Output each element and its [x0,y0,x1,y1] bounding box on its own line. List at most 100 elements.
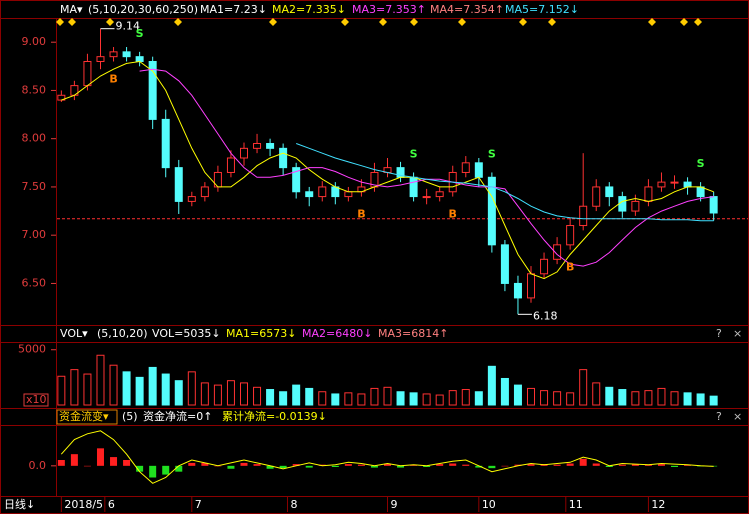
event-marker [519,18,527,26]
flow-bar [644,464,652,466]
flow-bar [136,465,144,472]
volume-bar [709,395,718,406]
candle-body [266,143,275,149]
signal-label: S [136,27,144,40]
event-marker [68,18,76,26]
ma-line [296,143,714,222]
y-tick-label: 7.00 [22,228,47,241]
volume-bar [109,364,118,406]
flow-bar [253,464,261,466]
flow-bar [475,465,483,468]
volume-bar [135,376,144,406]
flow-bar [279,465,287,469]
volume-bar [540,390,549,406]
flow-bar [96,448,104,466]
event-marker [269,18,277,26]
flow-title-box[interactable] [56,409,118,425]
volume-bar [305,387,314,406]
candle-body [683,181,692,188]
y-tick-label: 5000 [18,343,46,356]
indicator-label: MA2=7.335↓ [272,3,346,16]
flow-bar [227,465,235,469]
flow-bar [162,465,170,475]
flow-bar [488,465,496,469]
y-tick-label: 9.00 [22,35,47,48]
candle-body [135,56,144,62]
flow-bar [70,454,78,466]
indicator-label: MA5=7.152↓ [505,3,579,16]
flow-bar [579,458,587,466]
volume-bar [344,392,353,406]
flow-line [60,430,714,484]
x-tick-label: 9 [391,498,398,511]
flow-bar [175,465,183,472]
volume-bar [370,387,379,406]
indicator-label: MA1=7.23↓ [200,3,267,16]
signal-label: B [109,72,117,85]
flow-bar [57,460,65,466]
vol-params: (5,10,20) [97,327,148,340]
candle-body [279,147,288,169]
candle-body [83,60,92,87]
candle-body [644,186,653,202]
y-tick-label: 8.00 [22,132,47,145]
volume-bar [200,382,209,406]
event-marker [174,18,182,26]
help-icon[interactable]: ? [716,410,722,423]
candle-body [474,162,483,178]
candle-body [709,196,718,214]
candle-body [122,51,131,58]
candle-body [174,167,183,202]
candle-body [540,258,549,275]
event-marker [648,18,656,26]
signal-label: S [697,157,705,170]
event-marker [341,18,349,26]
candle-body [592,186,601,207]
signal-label: B [449,208,457,221]
flow-bar [318,464,326,466]
signal-label: S [488,147,496,160]
volume-bar [527,387,536,406]
flow-bar [423,465,431,467]
volume-bar [174,380,183,406]
close-icon[interactable]: × [733,327,742,340]
volume-bar [657,387,666,406]
volume-bar [57,375,66,406]
x-tick-label: 2018/5 [64,498,103,511]
candle-body [148,60,157,120]
flow-title[interactable]: 资金流变▾ [59,409,109,423]
volume-bar [461,389,470,406]
flow-bar [149,465,157,478]
candle-body [409,176,418,198]
help-icon[interactable]: ? [716,327,722,340]
flow-bar [357,464,365,466]
event-marker [56,18,64,26]
event-marker [694,18,702,26]
candle-body [305,191,314,198]
flow-bar [605,465,613,467]
indicator-label: MA3=6814↑ [378,327,448,340]
flow-bar [514,464,522,466]
event-marker [548,18,556,26]
flow-bar [410,464,418,466]
candle-body [253,143,262,149]
volume-bar [618,389,627,406]
flow-bar [331,465,339,467]
candle-body [461,162,470,173]
volume-bar [383,386,392,406]
period-label[interactable]: 日线↓ [4,497,35,511]
candle-body [696,186,705,198]
flow-bar [397,465,405,468]
volume-bar [448,390,457,406]
candle-body [292,167,301,193]
close-icon[interactable]: × [733,410,742,423]
flow-bar [305,465,313,468]
candle-body [200,186,209,198]
volume-bar [644,390,653,406]
volume-bar [122,371,131,406]
indicator-label: MA2=6480↓ [302,327,372,340]
candle-body [631,200,640,212]
volume-bar [487,365,496,406]
flow-bar [83,465,91,467]
candle-body [527,273,536,299]
